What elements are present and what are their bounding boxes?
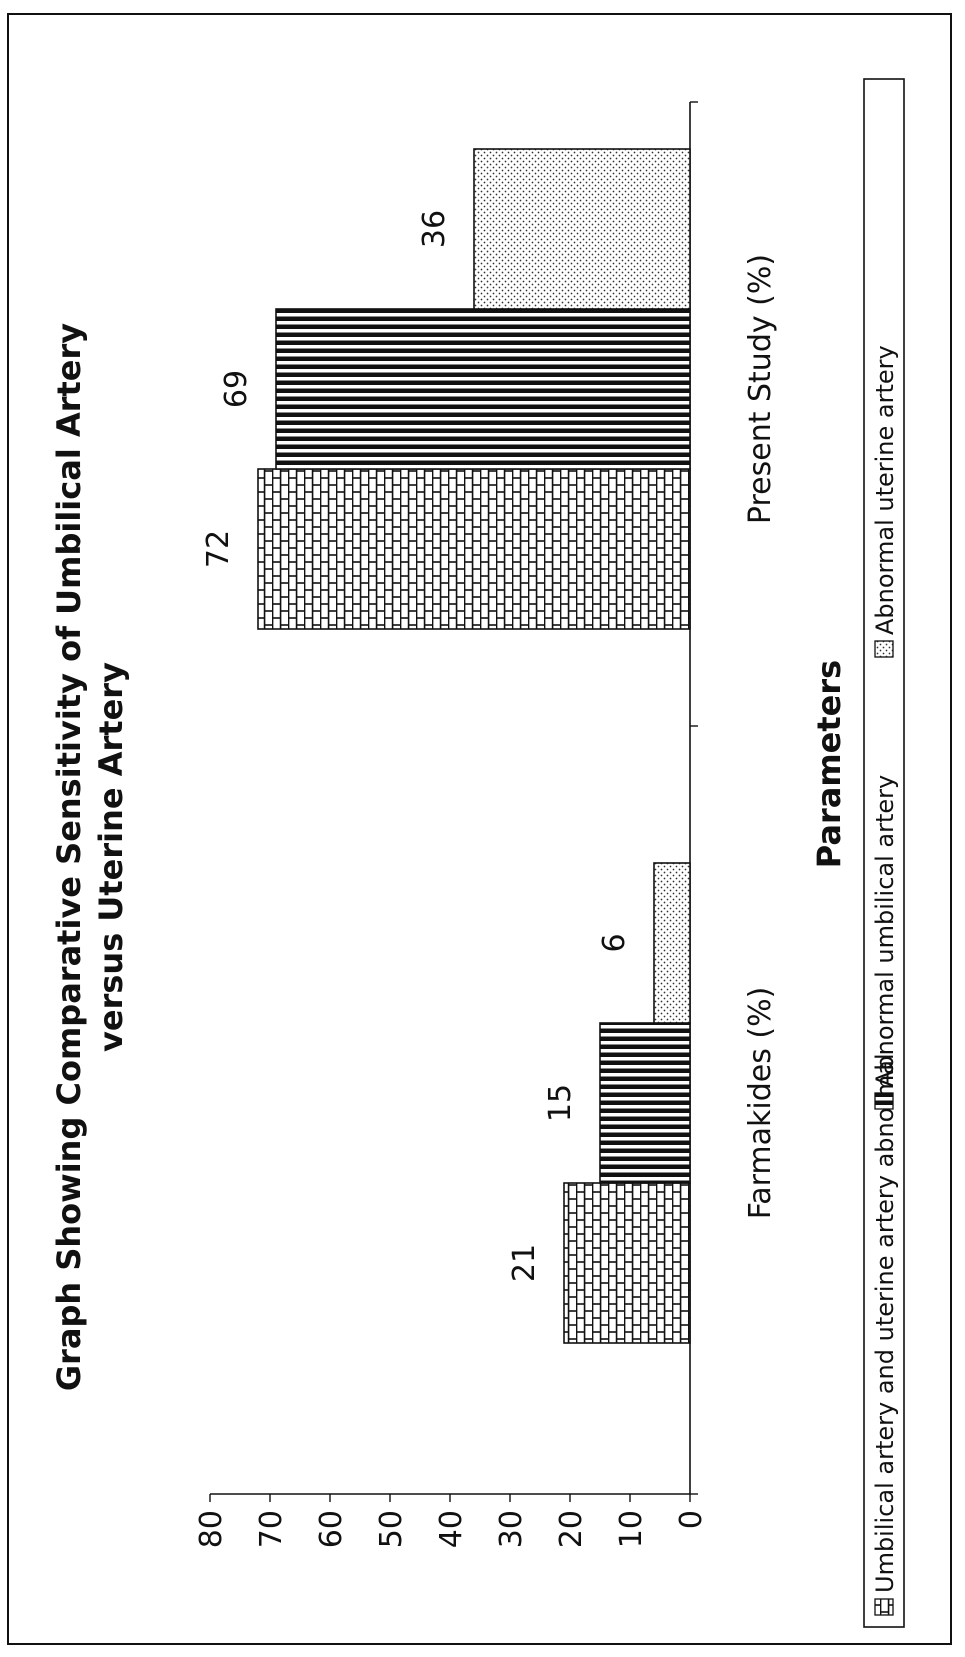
x-category-label: Present Study (%) bbox=[743, 254, 778, 524]
bar-brick bbox=[563, 1182, 691, 1344]
data-label: 36 bbox=[417, 210, 452, 248]
chart-subtitle: versus Uterine Artery bbox=[92, 662, 130, 1052]
y-tick-label: 20 bbox=[554, 1510, 589, 1548]
legend-swatch-dots bbox=[874, 640, 894, 658]
y-tick-label: 50 bbox=[374, 1510, 409, 1548]
y-tick-label: 30 bbox=[494, 1510, 529, 1548]
bar-dots bbox=[473, 148, 691, 310]
legend: Umbilical artery and uterine artery abno… bbox=[863, 78, 905, 1628]
legend-label: Umbilical artery and uterine artery abno… bbox=[871, 1053, 899, 1593]
legend-swatch-stripes bbox=[874, 1092, 894, 1110]
y-tick-label: 10 bbox=[614, 1510, 649, 1548]
data-label: 15 bbox=[543, 1084, 578, 1122]
bar-dots bbox=[653, 862, 691, 1024]
x-axis-title: Parameters bbox=[810, 660, 848, 868]
bar-stripes bbox=[599, 1022, 691, 1184]
legend-label: Abnormal umbilical artery bbox=[871, 775, 899, 1087]
data-label: 21 bbox=[507, 1244, 542, 1282]
legend-box bbox=[863, 78, 905, 1628]
x-category-label: Farmakides (%) bbox=[743, 987, 778, 1220]
y-tick-label: 60 bbox=[314, 1510, 349, 1548]
data-label: 69 bbox=[219, 370, 254, 408]
y-tick-label: 0 bbox=[674, 1510, 709, 1529]
chart-title: Graph Showing Comparative Sensitivity of… bbox=[50, 323, 88, 1391]
y-tick-label: 40 bbox=[434, 1510, 469, 1548]
data-label: 72 bbox=[201, 530, 236, 568]
y-tick-label: 80 bbox=[194, 1510, 229, 1548]
data-label: 6 bbox=[597, 933, 632, 952]
legend-swatch-brick bbox=[874, 1598, 894, 1616]
plot-area: 0 10 20 30 40 50 60 70 80 21 72 15 69 6 36 Farmakides (… bbox=[194, 101, 778, 1548]
legend-label: Abnormal uterine artery bbox=[871, 345, 899, 635]
y-tick-label: 70 bbox=[254, 1510, 289, 1548]
bar-stripes bbox=[275, 308, 691, 470]
bar-brick bbox=[257, 468, 691, 630]
